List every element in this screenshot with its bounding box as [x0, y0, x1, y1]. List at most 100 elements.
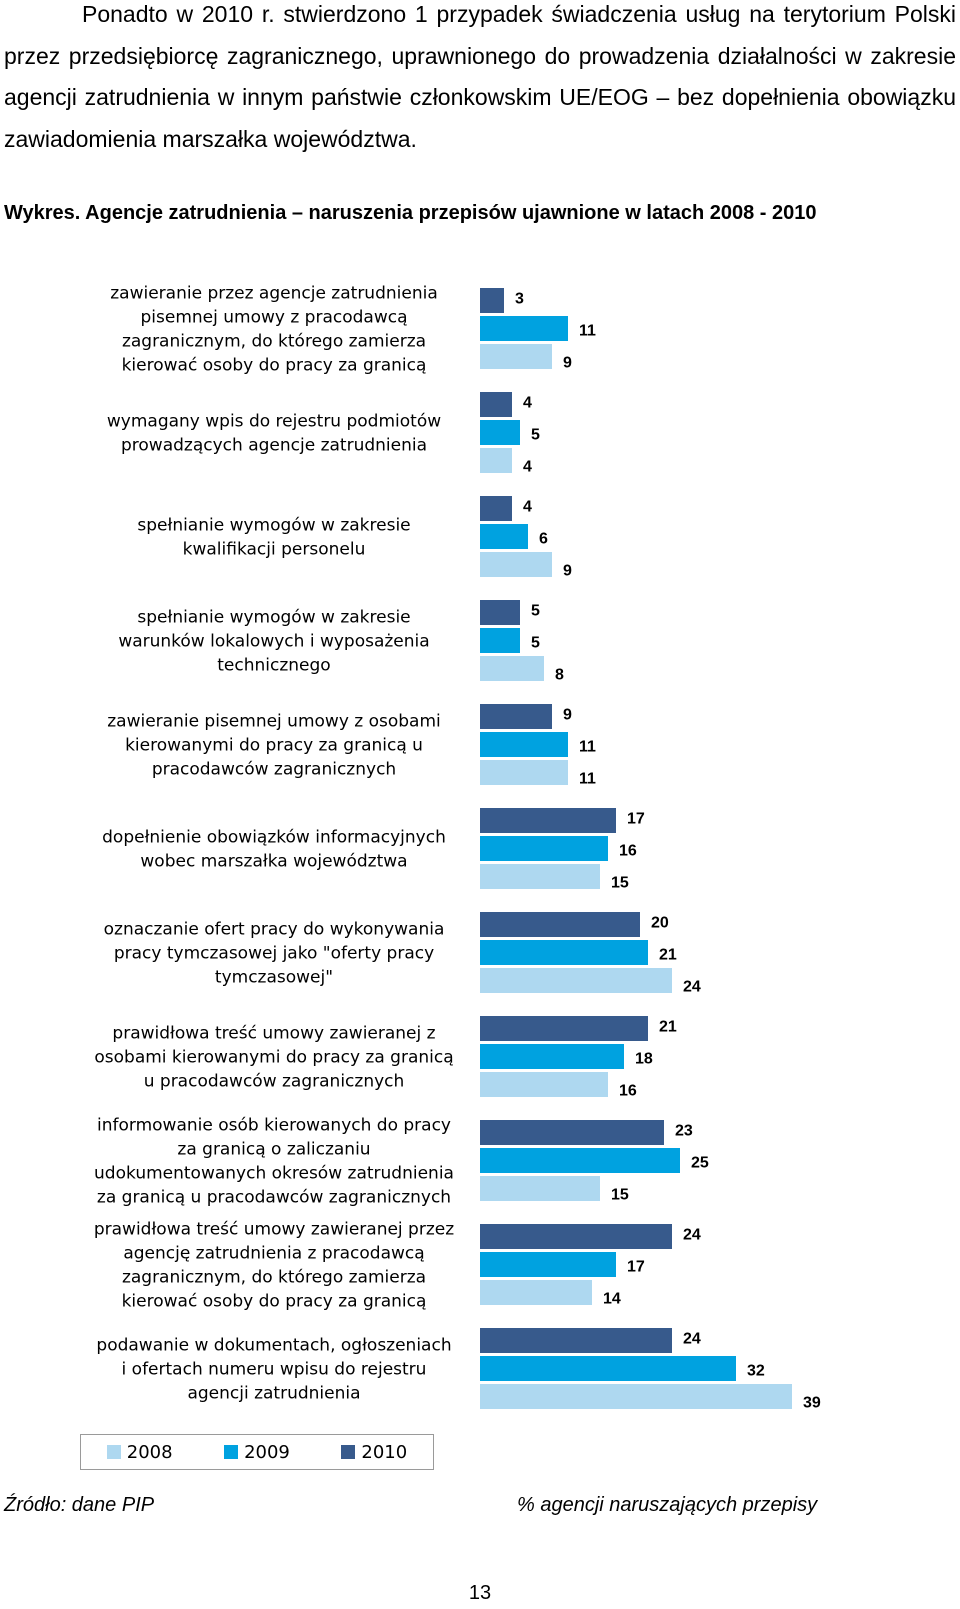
legend-item-2009: 2009	[224, 1442, 290, 1463]
bar-2010	[480, 496, 512, 521]
bar-2008	[480, 1280, 592, 1305]
bar-2010	[480, 1016, 648, 1041]
data-label-2010: 9	[563, 707, 572, 724]
data-label-2010: 4	[523, 499, 532, 516]
bar-2008	[480, 656, 544, 681]
category-label: kierować osoby do pracy za granicą	[122, 1292, 427, 1312]
bar-2008	[480, 1072, 608, 1097]
bar-2008	[480, 760, 568, 785]
bar-2009	[480, 316, 568, 341]
data-label-2010: 21	[659, 1019, 677, 1036]
data-label-2008: 4	[523, 459, 532, 476]
category-label: za granicą u pracodawców zagranicznych	[97, 1188, 451, 1208]
bar-2010	[480, 1328, 672, 1353]
category-label: spełnianie wymogów w zakresie	[137, 516, 410, 536]
data-label-2009: 11	[579, 323, 596, 340]
bar-2009	[480, 628, 520, 653]
bar-2009	[480, 1044, 624, 1069]
data-label-2008: 15	[611, 875, 629, 892]
legend-item-2008: 2008	[106, 1441, 173, 1463]
category-label: kierować osoby do pracy za granicą	[122, 356, 427, 376]
legend-label-2008: 2008	[126, 1441, 173, 1463]
bar-2009	[480, 940, 648, 965]
data-label-2008: 9	[563, 355, 572, 372]
data-label-2010: 24	[683, 1227, 701, 1244]
data-label-2009: 32	[747, 1363, 765, 1380]
data-label-2008: 16	[619, 1083, 637, 1100]
category-label: prawidłowa treść umowy zawieranej z	[112, 1024, 435, 1044]
category-label: zagranicznym, do którego zamierza	[122, 1268, 426, 1288]
category-label: agencję zatrudnienia z pracodawcą	[123, 1244, 424, 1264]
data-label-2008: 11	[579, 771, 596, 788]
data-label-2010: 24	[683, 1331, 701, 1348]
bar-2008	[480, 968, 672, 993]
data-label-2009: 16	[619, 843, 637, 860]
intro-paragraph: Ponadto w 2010 r. stwierdzono 1 przypade…	[4, 1, 956, 152]
data-label-2009: 11	[579, 739, 596, 756]
legend-swatch-2010	[341, 1445, 356, 1459]
legend-label-2010: 2010	[361, 1441, 408, 1463]
legend-label-2009: 2009	[244, 1441, 290, 1463]
data-label-2009: 17	[627, 1259, 645, 1276]
bar-2009	[480, 1148, 680, 1173]
legend-item-2010: 2010	[341, 1442, 407, 1463]
unit-note: % agencji naruszających przepisy	[517, 1494, 818, 1516]
bar-2010	[480, 392, 512, 417]
category-label: prowadzących agencje zatrudnienia	[121, 436, 427, 456]
data-label-2008: 39	[803, 1395, 821, 1412]
bar-2009	[480, 1356, 736, 1381]
bar-2009	[480, 524, 528, 549]
bar-2008	[480, 1176, 600, 1201]
category-label: pracy tymczasowej jako "oferty pracy	[114, 944, 434, 964]
category-label: spełnianie wymogów w zakresie	[137, 608, 410, 628]
data-label-2009: 21	[659, 947, 677, 964]
category-label: informowanie osób kierowanych do pracy	[97, 1116, 451, 1136]
category-label: i ofertach numeru wpisu do rejestru	[122, 1360, 427, 1380]
data-label-2008: 15	[611, 1187, 629, 1204]
legend-swatch-2008	[106, 1445, 121, 1459]
bar-2010	[480, 1224, 672, 1249]
category-label: pracodawców zagranicznych	[152, 760, 396, 780]
category-label: dopełnienie obowiązków informacyjnych	[102, 828, 446, 848]
category-label: pisemnej umowy z pracodawcą	[140, 308, 407, 328]
category-label: oznaczanie ofert pracy do wykonywania	[104, 920, 445, 940]
bar-2009	[480, 1252, 616, 1277]
data-label-2010: 23	[675, 1123, 693, 1140]
source-note: Źródło: dane PIP	[4, 1494, 155, 1516]
category-label: zawieranie pisemnej umowy z osobami	[107, 712, 441, 732]
category-label: kwalifikacji personelu	[183, 540, 366, 560]
bar-2009	[480, 836, 608, 861]
bar-2009	[480, 732, 568, 757]
data-label-2009: 25	[691, 1155, 709, 1172]
category-label: tymczasowej"	[215, 968, 333, 988]
bar-2010	[480, 600, 520, 625]
bar-2010	[480, 808, 616, 833]
category-label: zagranicznym, do którego zamierza	[122, 332, 426, 352]
category-label: udokumentowanych okresów zatrudnienia	[94, 1164, 454, 1184]
category-label: u pracodawców zagranicznych	[144, 1072, 405, 1092]
category-label: wobec marszałka województwa	[140, 852, 407, 872]
category-label: podawanie w dokumentach, ogłoszeniach	[96, 1336, 451, 1356]
data-label-2009: 5	[531, 427, 540, 444]
bar-2010	[480, 704, 552, 729]
bar-2008	[480, 344, 552, 369]
data-label-2010: 5	[531, 603, 540, 620]
data-label-2008: 8	[555, 667, 564, 684]
category-label: agencji zatrudnienia	[187, 1384, 360, 1404]
bar-2008	[480, 552, 552, 577]
data-label-2008: 9	[563, 563, 572, 580]
category-label: osobami kierowanymi do pracy za granicą	[94, 1048, 453, 1068]
page-number: 13	[468, 1582, 492, 1604]
data-label-2008: 24	[683, 979, 701, 996]
category-label: technicznego	[217, 656, 330, 676]
category-label: zawieranie przez agencje zatrudnienia	[110, 284, 438, 304]
chart-caption: Wykres. Agencje zatrudnienia – naruszeni…	[4, 202, 817, 224]
data-label-2009: 6	[539, 531, 548, 548]
bar-2008	[480, 864, 600, 889]
data-label-2010: 17	[627, 811, 645, 828]
category-label: prawidłowa treść umowy zawieranej przez	[94, 1220, 454, 1240]
bar-2010	[480, 288, 504, 313]
bar-2010	[480, 912, 640, 937]
legend-swatch-2009	[224, 1445, 239, 1459]
